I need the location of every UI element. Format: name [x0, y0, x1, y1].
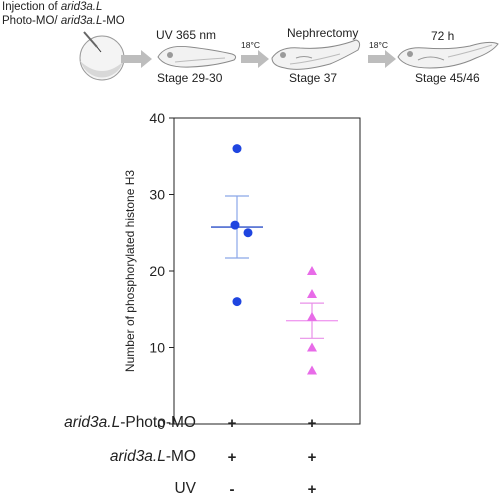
injection-prefix: Injection of: [2, 1, 61, 13]
data-point: [232, 144, 242, 154]
egg-icon: [79, 35, 125, 81]
condition-suffix: -MO: [165, 448, 196, 465]
condition-label: arid3a.L-MO: [110, 448, 196, 466]
y-tick-label: 10: [149, 340, 165, 356]
condition-value: +: [227, 449, 237, 466]
data-point: [307, 342, 317, 352]
injection-morpholinos: Photo-MO/ arid3a.L-MO: [2, 15, 125, 28]
condition-value: -: [229, 481, 235, 498]
scatter-chart: 0 10 20 30 40 Number of phosphorylated histon…: [123, 110, 361, 430]
arrow-icon: [241, 50, 269, 68]
injection-photo-mo: Photo-MO/: [2, 15, 61, 27]
tailbud-embryo-icon: [157, 46, 237, 68]
time-label: 72 h: [431, 29, 455, 43]
y-tick-label: 30: [149, 187, 165, 203]
injection-gene: arid3a.L: [60, 1, 103, 13]
temperature-label-2: 18°C: [369, 40, 388, 50]
injection-mo-suffix: -MO: [102, 15, 125, 27]
data-point: [307, 311, 317, 321]
tadpole-icon: [397, 41, 499, 69]
uv-label: UV 365 nm: [156, 28, 217, 42]
arrow-icon: [368, 50, 396, 68]
y-tick-label: 40: [149, 110, 165, 126]
condition-gene: arid3a.L: [64, 414, 121, 431]
condition-label: UV: [174, 480, 196, 498]
stage-label-2: Stage 37: [289, 71, 338, 85]
data-point: [243, 228, 253, 238]
condition-value: +: [307, 415, 317, 432]
condition-value: +: [307, 481, 317, 498]
data-point: [230, 220, 240, 230]
injection-gene-2: arid3a.L: [60, 15, 103, 27]
condition-value: +: [307, 449, 317, 466]
condition-suffix: UV: [174, 480, 196, 497]
stage37-embryo-icon: [271, 39, 361, 70]
stage-label-3: Stage 45/46: [415, 71, 480, 85]
temperature-label-1: 18°C: [241, 40, 260, 50]
data-point: [307, 266, 317, 275]
condition-value: +: [227, 415, 237, 432]
nephrectomy-label: Nephrectomy: [287, 26, 359, 40]
condition-label: arid3a.L-Photo-MO: [64, 414, 196, 432]
plot-frame: [173, 117, 361, 425]
arrow-icon: [121, 50, 152, 68]
condition-suffix: -Photo-MO: [120, 414, 196, 431]
y-tick-label: 20: [149, 263, 165, 279]
data-point: [307, 288, 317, 298]
injection-needle-icon: [83, 31, 102, 53]
stage-label-1: Stage 29-30: [157, 71, 223, 85]
injection-label: Injection of arid3a.L: [2, 1, 102, 14]
condition-gene: arid3a.L: [109, 448, 166, 465]
data-point: [232, 297, 242, 307]
data-point: [307, 365, 317, 375]
workflow-diagram: [79, 31, 499, 81]
y-axis-label: Number of phosphorylated histone H3: [123, 170, 137, 372]
y-tick-label: 0: [157, 416, 165, 430]
